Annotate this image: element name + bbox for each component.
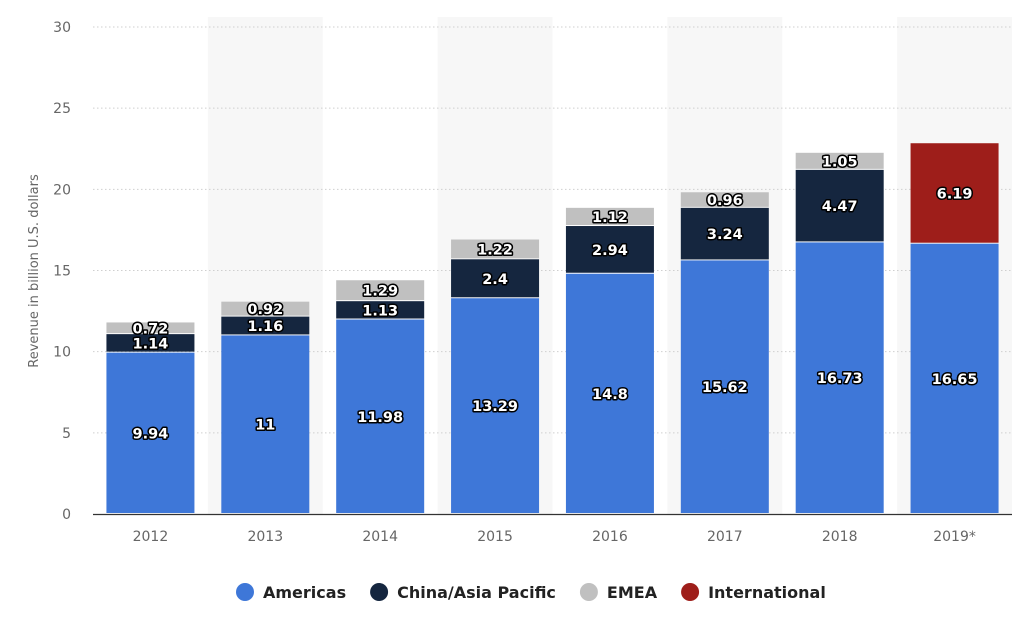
- data-label-china-asia-pacific-2014: 1.13: [362, 303, 398, 319]
- data-label-china-asia-pacific-2013: 1.16: [247, 319, 283, 335]
- legend-label-emea: EMEA: [607, 583, 658, 602]
- bar-china-asia-pacific-2017[interactable]: [680, 207, 769, 260]
- legend-item-americas[interactable]: Americas: [236, 583, 346, 602]
- legend-marker-americas: [236, 583, 254, 601]
- x-tick-label-2013: 2013: [247, 529, 283, 545]
- bar-americas-2013[interactable]: [221, 335, 310, 513]
- y-tick-label-20: 20: [53, 182, 71, 198]
- bar-china-asia-pacific-2012[interactable]: [106, 334, 195, 352]
- data-label-emea-2017: 0.96: [707, 193, 743, 209]
- y-tick-label-30: 30: [53, 20, 71, 36]
- data-label-china-asia-pacific-2016: 2.94: [592, 243, 628, 259]
- y-axis-title: Revenue in billion U.S. dollars: [27, 174, 42, 368]
- legend-label-americas: Americas: [263, 583, 346, 602]
- data-label-china-asia-pacific-2018: 4.47: [822, 199, 858, 215]
- data-label-americas-2015: 13.29: [472, 399, 518, 415]
- legend-label-international: International: [708, 583, 826, 602]
- bar-emea-2016[interactable]: [565, 207, 654, 226]
- bar-emea-2017[interactable]: [680, 192, 769, 207]
- data-label-emea-2013: 0.92: [247, 302, 283, 318]
- y-tick-label-10: 10: [53, 345, 71, 361]
- bar-international-2019[interactable]: [910, 143, 999, 243]
- x-tick-label-2012: 2012: [133, 529, 169, 545]
- data-label-americas-2019: 16.65: [932, 372, 978, 388]
- bar-americas-2018[interactable]: [795, 242, 884, 514]
- bar-americas-2019[interactable]: [910, 243, 999, 513]
- x-axis: 2012 2013 2014 2015 2016 2017 2018 2019*: [93, 513, 1012, 545]
- bar-china-asia-pacific-2014[interactable]: [336, 301, 425, 319]
- x-tick-label-2018: 2018: [822, 529, 858, 545]
- legend-marker-international: [681, 583, 700, 601]
- y-tick-label-25: 25: [53, 101, 71, 117]
- legend: Americas China/Asia Pacific EMEA Internatio…: [236, 583, 826, 602]
- bar-china-asia-pacific-2013[interactable]: [221, 316, 310, 335]
- x-tick-label-2019: 2019*: [933, 529, 976, 545]
- legend-marker-china-asia-pacific: [370, 583, 389, 601]
- data-label-china-asia-pacific-2017: 3.24: [707, 227, 743, 243]
- data-label-americas-2014: 11.98: [357, 410, 403, 426]
- y-axis: 0 5 10 15 20 25 30: [53, 20, 71, 523]
- data-label-emea-2015: 1.22: [477, 242, 513, 258]
- data-label-china-asia-pacific-2015: 2.4: [482, 272, 508, 288]
- data-label-emea-2014: 1.29: [362, 284, 398, 300]
- x-tick-label-2015: 2015: [477, 529, 513, 545]
- bar-emea-2013[interactable]: [221, 301, 310, 316]
- data-label-americas-2016: 14.8: [592, 387, 628, 403]
- bar-china-asia-pacific-2018[interactable]: [795, 169, 884, 242]
- bar-china-asia-pacific-2015[interactable]: [451, 259, 540, 298]
- data-label-china-asia-pacific-2012: 1.14: [133, 336, 169, 352]
- x-tick-label-2016: 2016: [592, 529, 628, 545]
- legend-item-emea[interactable]: EMEA: [579, 583, 658, 602]
- bar-emea-2014[interactable]: [336, 280, 425, 301]
- y-tick-label-0: 0: [62, 507, 71, 523]
- legend-item-international[interactable]: International: [681, 583, 826, 602]
- bars: [106, 143, 999, 514]
- x-tick-label-2017: 2017: [707, 529, 743, 545]
- bar-americas-2015[interactable]: [451, 298, 540, 513]
- legend-item-china-asia-pacific[interactable]: China/Asia Pacific: [370, 583, 556, 602]
- bar-americas-2016[interactable]: [565, 273, 654, 513]
- data-label-emea-2012: 0.72: [133, 321, 169, 337]
- x-tick-label-2014: 2014: [362, 529, 398, 545]
- bar-americas-2012[interactable]: [106, 352, 195, 513]
- data-label-international-2019: 6.19: [937, 186, 973, 202]
- data-label-americas-2012: 9.94: [133, 426, 169, 442]
- y-tick-label-15: 15: [53, 264, 71, 280]
- data-labels: 9.94 1.140.72 11 1.160.92 11.98 1.13 1.29 13.29…: [131, 153, 979, 444]
- bar-emea-2012[interactable]: [106, 322, 195, 334]
- data-label-emea-2018: 1.05: [822, 154, 858, 170]
- bar-china-asia-pacific-2016[interactable]: [565, 226, 654, 273]
- bar-emea-2015[interactable]: [451, 239, 540, 259]
- bar-emea-2018[interactable]: [795, 152, 884, 169]
- data-label-americas-2018: 16.73: [817, 371, 863, 387]
- legend-marker-emea: [579, 583, 598, 601]
- data-label-americas-2013: 11: [255, 418, 275, 434]
- legend-label-china-asia-pacific: China/Asia Pacific: [397, 583, 556, 602]
- data-label-emea-2016: 1.12: [592, 210, 628, 226]
- y-tick-label-5: 5: [62, 426, 71, 442]
- data-label-americas-2017: 15.62: [702, 380, 748, 396]
- bar-americas-2017[interactable]: [680, 260, 769, 513]
- bar-americas-2014[interactable]: [336, 319, 425, 513]
